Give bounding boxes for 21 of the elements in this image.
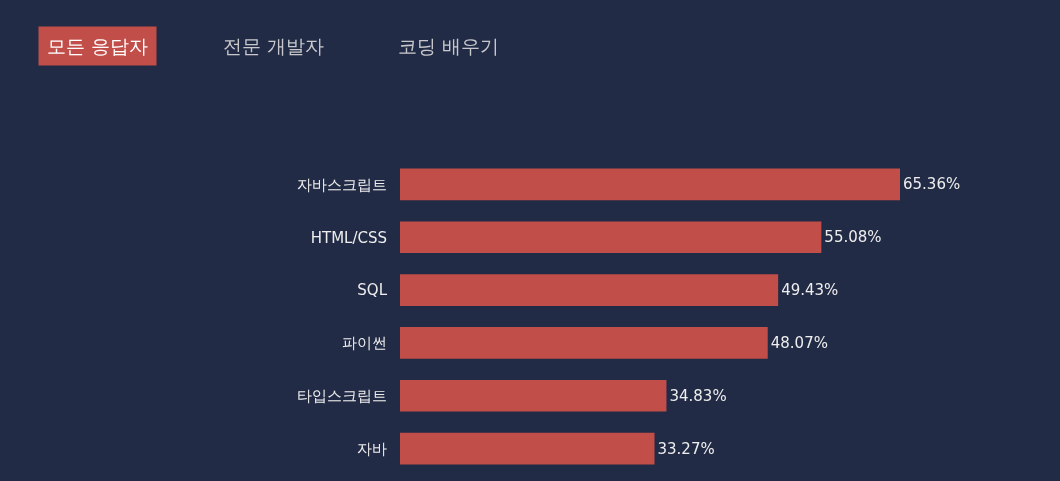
bar	[400, 432, 655, 465]
bar	[400, 327, 768, 359]
data-label: 49.43%	[781, 281, 839, 300]
y-tick-label: 파이썬	[342, 334, 387, 353]
text: 코딩 배우기	[398, 35, 500, 57]
text: 전문 개발자	[223, 35, 325, 57]
bar	[400, 168, 900, 201]
text: 모든 응답자	[47, 35, 149, 57]
y-tick-label: 자바스크립트	[297, 175, 387, 194]
data-label: 48.07%	[770, 333, 828, 352]
y-tick-label: 타입스크립트	[297, 387, 387, 405]
bar	[400, 379, 667, 412]
data-label: 33.27%	[657, 439, 715, 458]
data-label: 65.36%	[903, 175, 961, 194]
bar	[400, 221, 822, 254]
y-tick-label: HTML/CSS	[310, 228, 387, 247]
y-tick-label: 자바	[357, 439, 387, 458]
data-label: 55.08%	[824, 228, 882, 247]
bar	[400, 274, 779, 306]
y-tick-label: SQL	[357, 281, 388, 300]
data-label: 34.83%	[669, 386, 727, 405]
